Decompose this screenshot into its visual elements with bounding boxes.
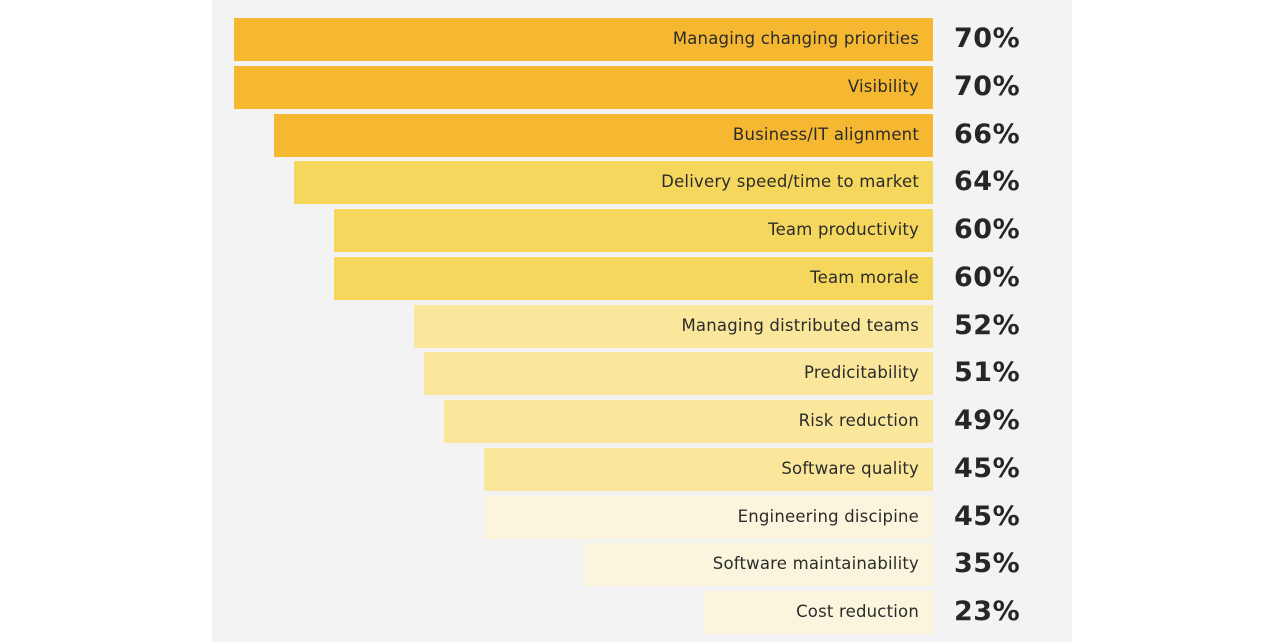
bar — [424, 352, 933, 395]
value-label: 52% — [954, 310, 1021, 341]
category-label: Cost reduction — [796, 602, 919, 621]
bar — [484, 448, 933, 491]
value-label: 66% — [954, 119, 1021, 150]
bar — [274, 114, 933, 157]
bar — [334, 257, 933, 300]
category-label: Visibility — [847, 77, 919, 96]
value-label: 64% — [954, 166, 1021, 197]
category-label: Managing changing priorities — [672, 29, 919, 48]
value-label: 60% — [954, 214, 1021, 245]
category-label: Software maintainability — [712, 554, 919, 573]
value-label: 49% — [954, 405, 1021, 436]
value-label: 60% — [954, 262, 1021, 293]
value-label: 23% — [954, 596, 1021, 627]
value-label: 45% — [954, 453, 1021, 484]
bar — [703, 591, 933, 634]
value-label: 35% — [954, 548, 1021, 579]
value-label: 70% — [954, 71, 1021, 102]
bar — [334, 209, 933, 252]
bar — [234, 66, 933, 109]
bar — [294, 161, 933, 204]
value-label: 51% — [954, 357, 1021, 388]
category-label: Managing distributed teams — [681, 316, 919, 335]
category-label: Predicitability — [804, 363, 919, 382]
bar — [444, 400, 933, 443]
category-label: Team productivity — [768, 220, 919, 239]
category-label: Software quality — [781, 459, 919, 478]
value-label: 70% — [954, 23, 1021, 54]
bar — [234, 18, 933, 61]
value-label: 45% — [954, 501, 1021, 532]
category-label: Business/IT alignment — [732, 125, 919, 144]
category-label: Team morale — [810, 268, 919, 287]
category-label: Delivery speed/time to market — [661, 172, 919, 191]
category-label: Risk reduction — [798, 411, 919, 430]
bar — [484, 496, 933, 539]
category-label: Engineering discipine — [737, 507, 919, 526]
bar — [583, 543, 933, 586]
bar — [414, 305, 933, 348]
